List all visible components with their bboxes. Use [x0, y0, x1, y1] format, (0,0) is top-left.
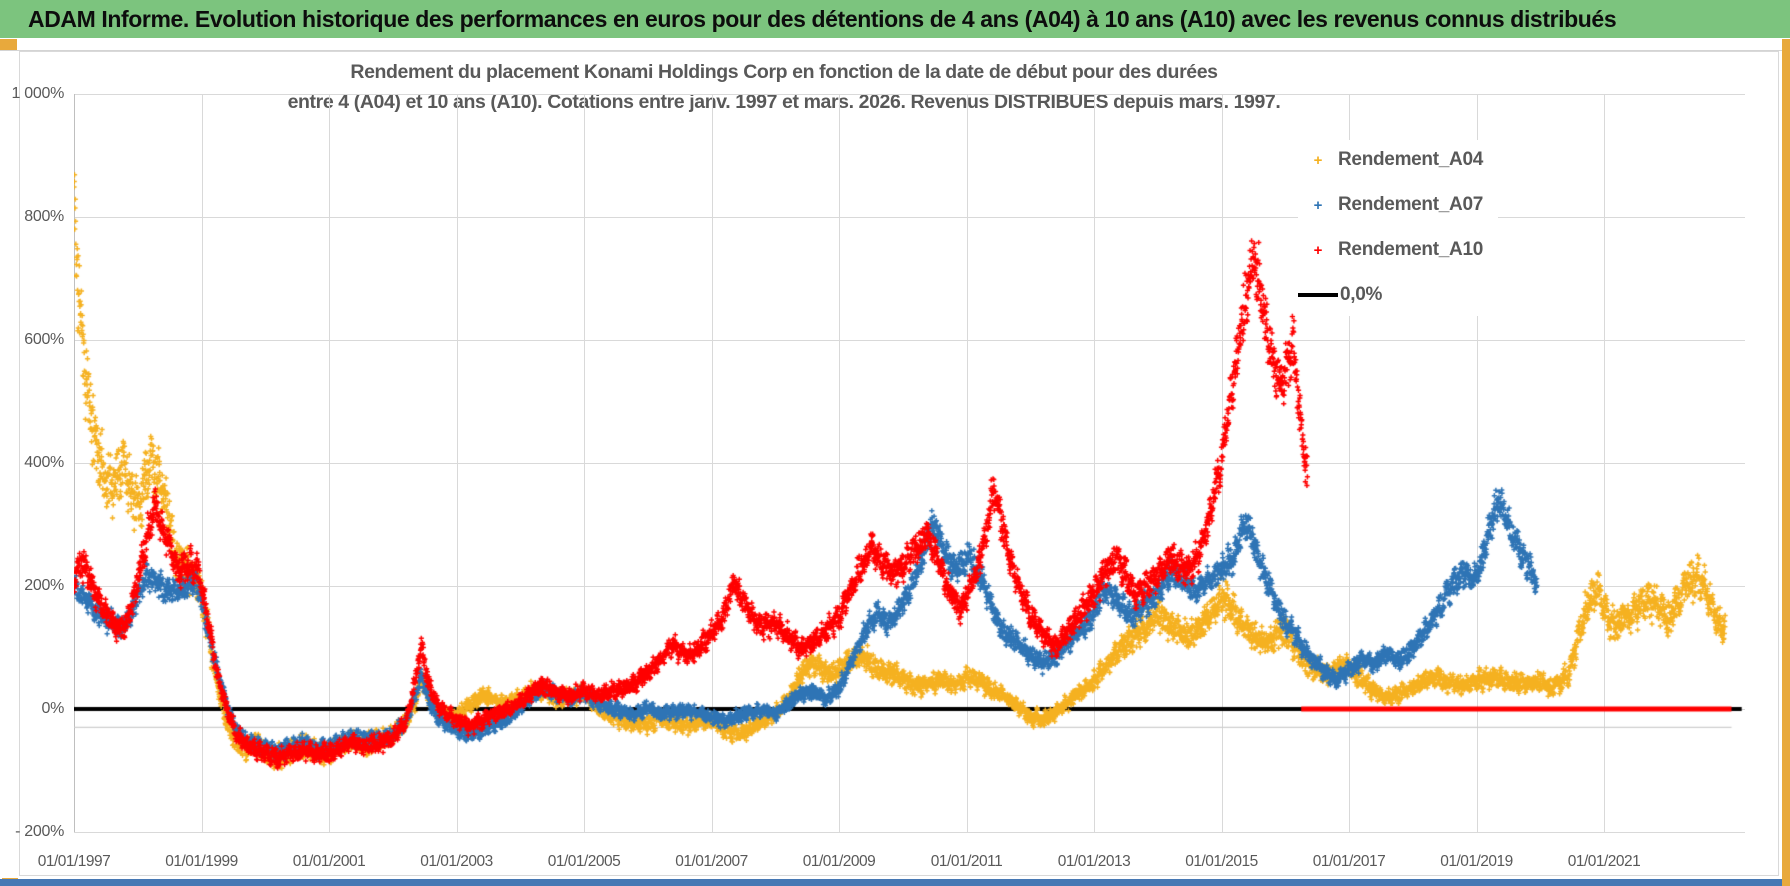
y-tick-label: 600% — [24, 331, 64, 348]
banner-title: ADAM Informe. Evolution historique des p… — [28, 5, 1617, 32]
x-tick-label: 01/01/2009 — [802, 853, 876, 870]
gold-corner-top-left — [0, 39, 17, 51]
plot-area[interactable] — [74, 94, 1745, 833]
title-banner: ADAM Informe. Evolution historique des p… — [0, 0, 1790, 38]
x-tick-label: 01/01/2021 — [1567, 853, 1641, 870]
x-tick-label: 01/01/2017 — [1312, 853, 1386, 870]
legend-line-swatch — [1298, 293, 1338, 297]
legend-entry[interactable]: 0,0% — [1298, 283, 1498, 307]
row-divider — [0, 50, 1790, 51]
chart-legend[interactable]: + Rendement_A04 + Rendement_A07 + Rendement_A… — [1298, 140, 1498, 316]
y-tick-label: - 200% — [15, 823, 64, 840]
x-tick-label: 01/01/2003 — [420, 853, 493, 870]
legend-label: Rendement_A10 — [1338, 239, 1483, 260]
chart-title-line1: Rendement du placement Konami Holdings C… — [350, 61, 1218, 83]
x-tick-label: 01/01/2015 — [1185, 853, 1258, 870]
x-tick-label: 01/01/2013 — [1057, 853, 1131, 870]
x-tick-label: 01/01/2019 — [1440, 853, 1513, 870]
legend-plus-marker: + — [1313, 151, 1323, 169]
legend-label: Rendement_A07 — [1338, 194, 1483, 215]
y-tick-label: 400% — [24, 454, 64, 471]
bottom-blue-strip — [0, 879, 1782, 886]
x-tick-label: 01/01/2011 — [930, 853, 1003, 870]
y-tick-label: 0% — [41, 700, 64, 717]
gold-right-strip — [1782, 39, 1790, 886]
y-tick-label: 800% — [24, 208, 64, 225]
x-tick-label: 01/01/2007 — [675, 853, 748, 870]
legend-entry[interactable]: + Rendement_A07 — [1298, 193, 1498, 217]
legend-label: 0,0% — [1340, 284, 1383, 305]
legend-entry[interactable]: + Rendement_A04 — [1298, 148, 1498, 172]
x-tick-label: 01/01/1999 — [165, 853, 238, 870]
y-tick-label: 1 000% — [11, 85, 65, 102]
legend-entry[interactable]: + Rendement_A10 — [1298, 238, 1498, 262]
legend-label: Rendement_A04 — [1338, 149, 1483, 170]
x-tick-label: 01/01/2005 — [547, 853, 621, 870]
legend-plus-marker: + — [1313, 241, 1323, 259]
x-tick-label: 01/01/2001 — [292, 853, 366, 870]
x-tick-label: 01/01/1997 — [37, 853, 111, 870]
y-tick-label: 200% — [24, 577, 64, 594]
legend-plus-marker: + — [1313, 196, 1323, 214]
h-gridline — [74, 832, 1745, 833]
